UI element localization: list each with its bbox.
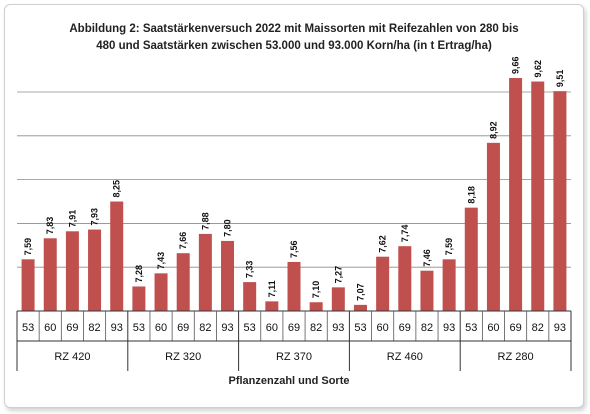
bar [43, 238, 57, 311]
bar [176, 253, 190, 311]
data-label: 9,62 [533, 60, 543, 78]
tick-label: 69 [288, 322, 300, 334]
tick-label: 53 [465, 322, 477, 334]
data-label: 8,92 [488, 121, 498, 139]
data-label: 7,27 [333, 266, 343, 284]
tick-label: 93 [221, 322, 233, 334]
chart-frame: Abbildung 2: Saatstärkenversuch 2022 mit… [4, 4, 584, 408]
data-label: 7,74 [400, 225, 410, 243]
data-label: 7,59 [23, 238, 33, 256]
tick-label: 69 [66, 322, 78, 334]
bar-chart: Abbildung 2: Saatstärkenversuch 2022 mit… [16, 23, 572, 387]
bar [221, 240, 235, 311]
data-label: 7,11 [267, 280, 277, 297]
tick-label: 82 [199, 322, 211, 334]
data-label: 7,83 [45, 217, 55, 235]
tick-label: 82 [421, 322, 433, 334]
tick-label: 69 [509, 322, 521, 334]
bar [509, 78, 523, 311]
data-label: 7,59 [444, 238, 454, 256]
x-axis: 53 60 69 82 93 RZ 420 53 60 69 82 93 RZ 320 53 60 69 82… [16, 310, 572, 371]
bar [132, 286, 146, 311]
bar [464, 207, 478, 311]
tick-label: 93 [332, 322, 344, 334]
tick-label: 93 [111, 322, 123, 334]
tick-label: 82 [310, 322, 322, 334]
tick-label: 53 [354, 322, 366, 334]
gridlines [17, 91, 571, 268]
group-label: RZ 460 [387, 351, 423, 363]
tick-label: 69 [177, 322, 189, 334]
group-label: RZ 280 [498, 351, 534, 363]
x-axis-label: Pflanzenzahl und Sorte [228, 375, 349, 387]
tick-label: 60 [487, 322, 499, 334]
group-label: RZ 420 [54, 351, 90, 363]
tick-label: 53 [133, 322, 145, 334]
bar [287, 261, 301, 311]
tick-label: 53 [22, 322, 34, 334]
tick-label: 82 [532, 322, 544, 334]
bar [110, 201, 124, 311]
data-label: 7,80 [223, 219, 233, 237]
bar [88, 229, 102, 311]
chart-title-line-2: 480 und Saatstärken zwischen 53.000 und … [96, 40, 492, 52]
bar [265, 301, 279, 311]
data-label: 8,18 [466, 186, 476, 204]
data-label: 7,10 [311, 281, 321, 299]
bar [420, 270, 434, 311]
data-label: 8,25 [112, 180, 122, 198]
bar [65, 231, 79, 311]
tick-label: 60 [266, 322, 278, 334]
data-label: 7,07 [355, 283, 365, 301]
bar [198, 233, 212, 311]
tick-label: 60 [44, 322, 56, 334]
bar [553, 91, 567, 311]
bar [486, 142, 500, 311]
tick-label: 93 [443, 322, 455, 334]
tick-label: 93 [554, 322, 566, 334]
bars: 7,59 7,83 7,91 7,93 8,25 7,28 7,43 7,66 7,88 7,80… [21, 56, 567, 311]
data-label: 7,33 [245, 261, 255, 279]
data-label: 9,66 [511, 56, 521, 74]
tick-label: 53 [244, 322, 256, 334]
bar [531, 81, 545, 311]
bar [154, 273, 168, 311]
data-label: 7,62 [378, 235, 388, 253]
bar [376, 256, 390, 311]
data-label: 7,93 [90, 208, 100, 226]
chart-title-line-1: Abbildung 2: Saatstärkenversuch 2022 mit… [69, 23, 518, 35]
bar [331, 287, 345, 311]
data-label: 7,43 [156, 252, 166, 270]
bar [353, 304, 367, 311]
bar [243, 282, 257, 311]
tick-label: 69 [399, 322, 411, 334]
bar [398, 246, 412, 311]
tick-label: 60 [377, 322, 389, 334]
data-label: 7,88 [200, 212, 210, 230]
data-label: 7,56 [289, 240, 299, 258]
bar [21, 259, 35, 311]
group-label: RZ 370 [276, 351, 312, 363]
data-label: 7,66 [178, 232, 188, 250]
data-label: 7,91 [67, 210, 77, 228]
tick-label: 60 [155, 322, 167, 334]
bar [309, 302, 323, 311]
group-label: RZ 320 [165, 351, 201, 363]
data-label: 9,51 [555, 70, 565, 88]
data-label: 7,28 [134, 265, 144, 283]
data-label: 7,46 [422, 249, 432, 267]
bar [442, 259, 456, 311]
tick-label: 82 [88, 322, 100, 334]
